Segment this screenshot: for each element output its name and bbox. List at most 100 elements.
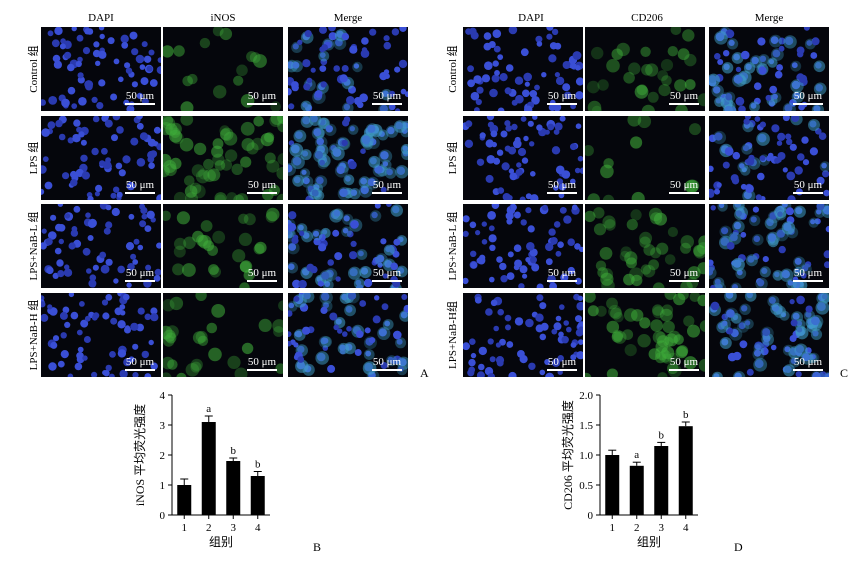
scale-bar: 50 μm [669,90,699,105]
significance-label: b [231,445,237,457]
col-header-cd206: CD206 [631,12,663,24]
micrograph-a-r1-inos: 50 μm [163,27,283,111]
significance-label: a [634,449,639,461]
scale-bar-label: 50 μm [372,356,402,368]
scale-bar: 50 μm [125,179,155,194]
y-axis-label: CD206 平均荧光强度 [560,400,575,510]
chart-d-plot: 0 0.5 1.0 1.5 2.0 1 2 a 3 b 4 b 组别 CD206 平均荧光强度 [560,390,698,549]
scale-bar: 50 μm [547,267,577,282]
micrograph-c-r3-dapi: 50 μm [463,204,583,288]
significance-label: b [255,459,261,471]
scale-bar-label: 50 μm [125,356,155,368]
x-tick-label: 1 [610,522,616,534]
micrograph-a-r1-dapi: 50 μm [41,27,161,111]
scale-bar-line [372,280,402,282]
y-tick-label: 2 [160,450,166,462]
micrograph-a-r4-merge: 50 μm [288,293,408,377]
scale-bar: 50 μm [793,267,823,282]
micrograph-c-r4-cd206: 50 μm [585,293,705,377]
scale-bar-label: 50 μm [547,90,577,102]
col-header-merge-a: Merge [333,12,363,24]
y-axis-label: iNOS 平均荧光强度 [132,404,147,506]
scale-bar-label: 50 μm [125,90,155,102]
y-tick-label: 4 [160,390,166,402]
x-tick-label: 2 [206,522,212,534]
scale-bar-label: 50 μm [247,267,277,279]
y-tick-label: 1.5 [579,420,593,432]
x-tick-label: 1 [182,522,188,534]
chart-d: 0 0.5 1.0 1.5 2.0 1 2 a 3 b 4 b 组别 CD206 平均荧光强度 [548,385,748,560]
y-tick-label: 0.5 [579,480,593,492]
micrograph-c-r1-dapi: 50 μm [463,27,583,111]
micrograph-c-r3-merge: 50 μm [709,204,829,288]
scale-bar-label: 50 μm [547,356,577,368]
micrograph-c-r1-merge: 50 μm [709,27,829,111]
scale-bar-line [547,192,577,194]
row-label-lps-nab-l-a: LPS+NaB-L 组 [28,211,40,281]
micrograph-c-r4-dapi: 50 μm [463,293,583,377]
scale-bar: 50 μm [247,90,277,105]
scale-bar-line [669,280,699,282]
scale-bar-line [372,192,402,194]
micrograph-a-r2-dapi: 50 μm [41,116,161,200]
scale-bar-label: 50 μm [793,179,823,191]
bar-3 [654,446,669,515]
x-axis-label: 组别 [209,535,233,549]
scale-bar: 50 μm [547,179,577,194]
x-tick-label: 3 [231,522,237,534]
scale-bar: 50 μm [547,90,577,105]
y-tick-label: 2.0 [579,390,593,402]
scale-bar: 50 μm [669,267,699,282]
scale-bar-label: 50 μm [547,179,577,191]
scale-bar: 50 μm [125,356,155,371]
scale-bar: 50 μm [793,356,823,371]
scale-bar: 50 μm [793,90,823,105]
scale-bar: 50 μm [372,179,402,194]
scale-bar-line [372,369,402,371]
row-label-lps-a: LPS 组 [28,141,40,175]
scale-bar-line [247,192,277,194]
scale-bar-line [793,280,823,282]
figure-letter-d: D [734,540,743,554]
col-header-dapi-c: DAPI [518,12,544,24]
scale-bar-line [372,103,402,105]
scale-bar: 50 μm [372,90,402,105]
scale-bar-line [125,280,155,282]
col-header-merge-c: Merge [754,12,784,24]
x-axis-label: 组别 [637,535,661,549]
x-tick-label: 4 [255,522,261,534]
x-tick-label: 4 [683,522,689,534]
scale-bar: 50 μm [793,179,823,194]
scale-bar-label: 50 μm [793,267,823,279]
scale-bar-label: 50 μm [125,179,155,191]
bar-1 [605,455,620,515]
micrograph-c-r3-cd206: 50 μm [585,204,705,288]
micrograph-a-r4-inos: 50 μm [163,293,283,377]
scale-bar-label: 50 μm [547,267,577,279]
scale-bar-line [547,280,577,282]
figure-letter-c: C [840,366,849,380]
scale-bar: 50 μm [125,90,155,105]
scale-bar-line [669,103,699,105]
micrograph-a-r2-inos: 50 μm [163,116,283,200]
scale-bar: 50 μm [669,179,699,194]
col-header-inos: iNOS [210,12,236,24]
row-label-lps-c: LPS 组 [447,141,459,175]
scale-bar-label: 50 μm [372,179,402,191]
scale-bar-line [669,192,699,194]
scale-bar: 50 μm [247,179,277,194]
micrograph-c-r2-dapi: 50 μm [463,116,583,200]
micrograph-c-r4-merge: 50 μm [709,293,829,377]
y-tick-label: 0 [160,510,166,522]
y-tick-label: 1 [160,480,166,492]
scale-bar-label: 50 μm [372,267,402,279]
row-label-lps-nab-h-c: LPS+NaB-H组 [447,301,459,369]
scale-bar-label: 50 μm [669,267,699,279]
micrograph-a-r4-dapi: 50 μm [41,293,161,377]
scale-bar-label: 50 μm [247,179,277,191]
micrograph-c-r1-cd206: 50 μm [585,27,705,111]
row-label-lps-nab-l-c: LPS+NaB-L 组 [447,211,459,281]
micrograph-c-r2-cd206: 50 μm [585,116,705,200]
scale-bar: 50 μm [669,356,699,371]
scale-bar-line [125,103,155,105]
